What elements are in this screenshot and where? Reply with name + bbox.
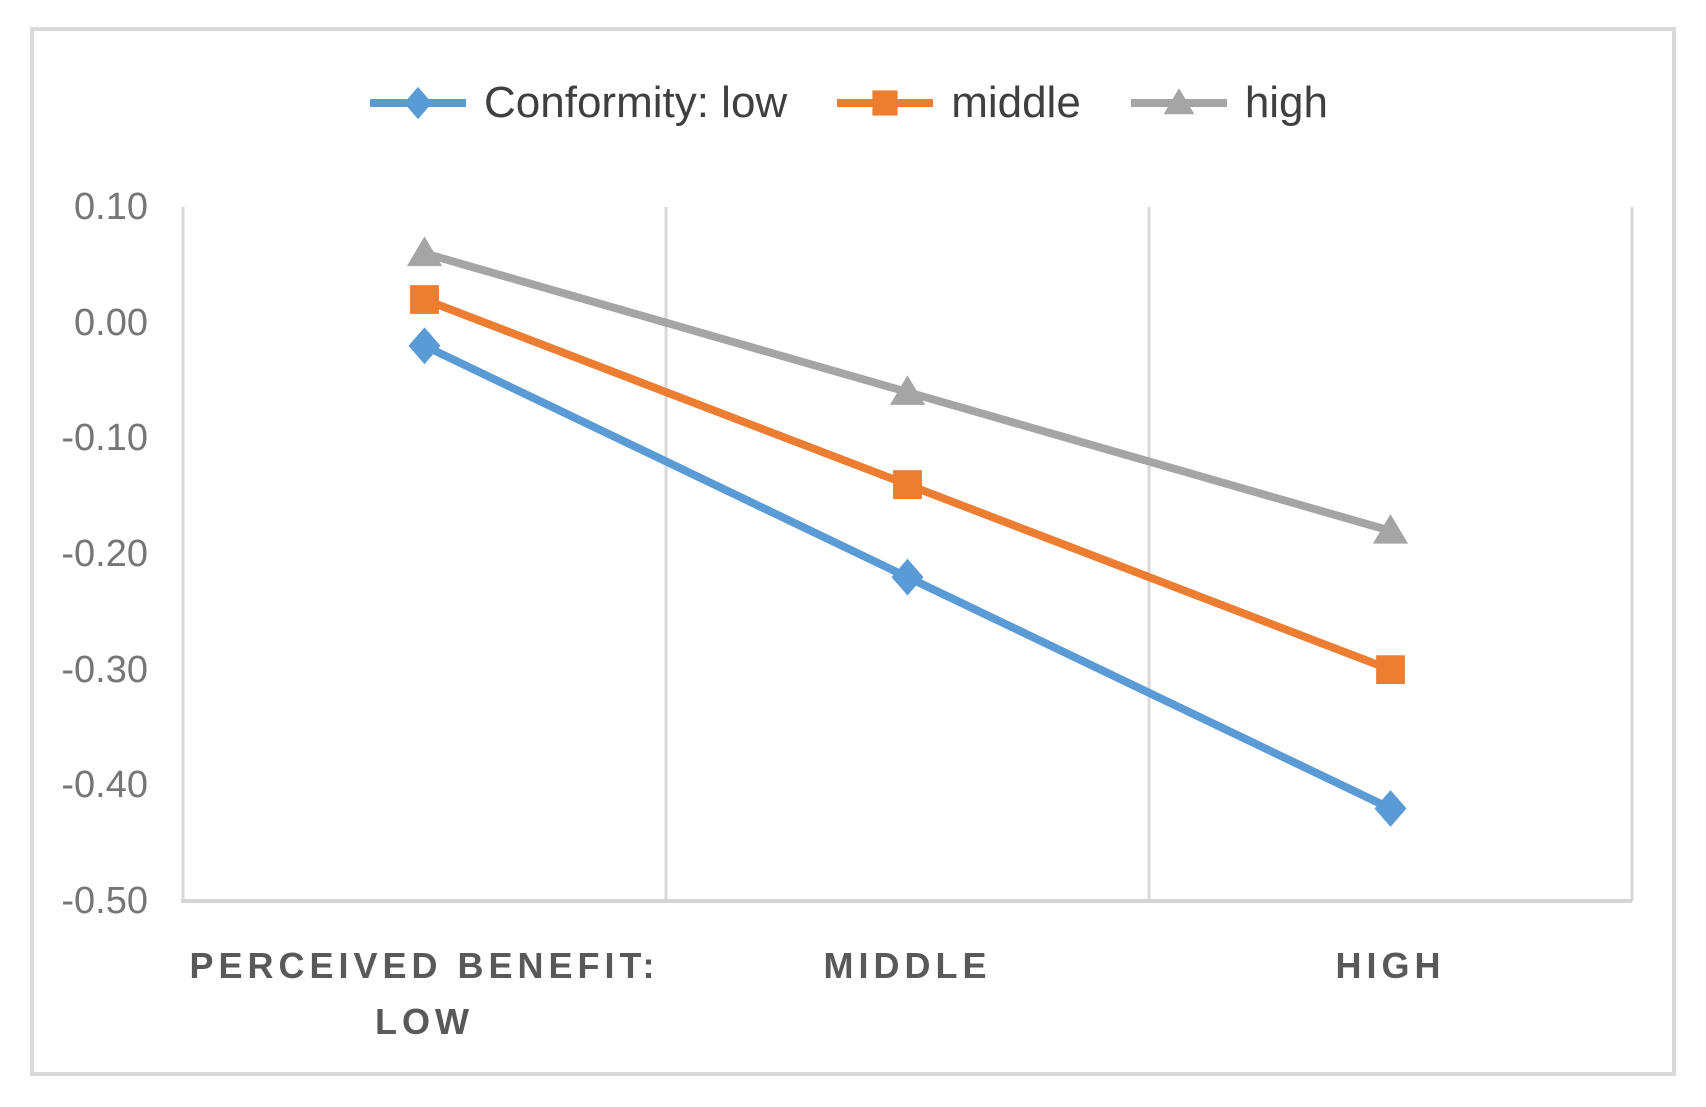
diamond-marker bbox=[891, 558, 924, 596]
legend-label: Conformity: low bbox=[484, 78, 788, 127]
x-tick-label-line: LOW bbox=[375, 1001, 474, 1042]
x-tick-label: MIDDLE bbox=[648, 938, 1168, 994]
legend-label: high bbox=[1244, 78, 1328, 127]
chart-legend: Conformity: low middle high bbox=[368, 72, 1328, 134]
y-tick-label: 0.10 bbox=[74, 186, 148, 228]
x-tick-label-line: MIDDLE bbox=[823, 945, 992, 986]
diamond-marker bbox=[1374, 790, 1407, 827]
diamond-marker bbox=[408, 327, 441, 365]
x-tick-label-line: PERCEIVED BENEFIT: bbox=[189, 945, 660, 986]
x-tick-label: HIGH bbox=[1131, 938, 1651, 994]
legend-key-diamond-icon bbox=[370, 86, 466, 120]
square-marker bbox=[410, 285, 439, 314]
legend-label: middle bbox=[951, 78, 1081, 127]
diamond-marker bbox=[404, 86, 432, 120]
chart-outer-border bbox=[30, 27, 1676, 1076]
x-tick-label-line: HIGH bbox=[1335, 945, 1446, 986]
legend-item-0: Conformity: low bbox=[368, 78, 787, 128]
y-tick-label: 0.00 bbox=[74, 301, 148, 344]
x-tick-label: PERCEIVED BENEFIT: LOW bbox=[165, 938, 685, 1050]
square-marker bbox=[1376, 655, 1405, 685]
legend-key-triangle-icon bbox=[1130, 88, 1227, 115]
legend-item-1: middle bbox=[835, 78, 1081, 128]
legend-item-2: high bbox=[1129, 78, 1328, 128]
y-tick-label: -0.40 bbox=[61, 764, 148, 807]
triangle-marker bbox=[1163, 88, 1195, 115]
triangle-marker bbox=[889, 375, 926, 405]
y-tick-label: -0.10 bbox=[61, 417, 148, 460]
legend-key-square-icon bbox=[837, 90, 934, 116]
y-tick-label: -0.20 bbox=[61, 533, 148, 575]
triangle-marker bbox=[406, 236, 443, 267]
triangle-marker bbox=[1372, 514, 1409, 544]
y-tick-label: -0.50 bbox=[61, 880, 148, 922]
y-tick-label: -0.30 bbox=[61, 648, 148, 691]
square-marker bbox=[893, 470, 922, 499]
square-marker bbox=[872, 90, 898, 116]
